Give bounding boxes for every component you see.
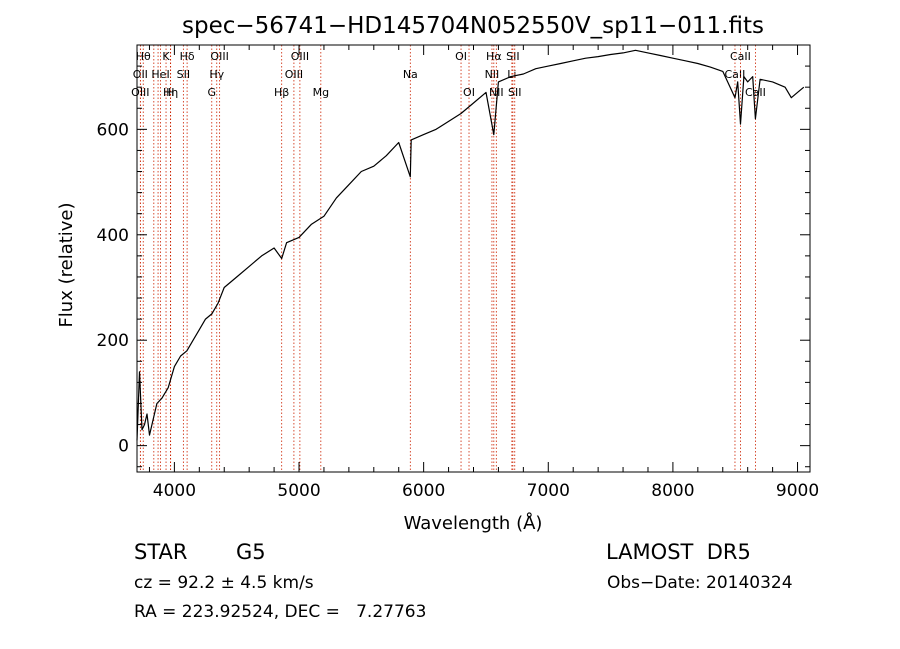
axes: 4000 5000 6000 7000 8000 9000 0 200 400 600	[97, 45, 819, 501]
x-tick-label: 5000	[277, 481, 320, 501]
redshift-cz: cz = 92.2 ± 4.5 km/s	[134, 573, 314, 593]
line-marker-label: OIII	[210, 50, 228, 63]
x-tick-label: 4000	[153, 481, 196, 501]
plot-frame	[136, 44, 811, 473]
line-marker-label: CaII	[730, 50, 751, 63]
line-marker-label: OI	[463, 86, 475, 99]
line-marker-label: OIII	[291, 50, 309, 63]
line-marker-label: Hγ	[209, 68, 224, 81]
y-axis-label: Flux (relative)	[56, 202, 77, 327]
line-marker-label: SII	[508, 86, 521, 99]
x-axis-label: Wavelength (Å)	[404, 512, 543, 534]
line-marker-label: CaII	[745, 86, 766, 99]
coordinates: RA = 223.92524, DEC = 7.27763	[134, 602, 427, 622]
spectral-subclass: G5	[236, 540, 266, 564]
obs-date: Obs−Date: 20140324	[607, 573, 793, 593]
line-marker-label: Na	[403, 68, 418, 81]
line-marker-label: K	[162, 50, 170, 63]
x-tick-label: 8000	[651, 481, 694, 501]
line-marker-label: Hβ	[274, 86, 289, 99]
line-marker-label: Hθ	[136, 50, 151, 63]
line-marker-label: Hδ	[180, 50, 195, 63]
line-marker-label: Hη	[163, 86, 178, 99]
line-marker-label: NII	[485, 68, 500, 81]
survey-name: LAMOST DR5	[606, 540, 751, 564]
x-tick-label: 7000	[527, 481, 570, 501]
line-marker-label: Li	[507, 68, 516, 81]
x-tick-label: 9000	[776, 481, 819, 501]
line-marker-label: H	[166, 86, 174, 99]
x-tick-label: 6000	[402, 481, 445, 501]
line-marker-label: Hα	[486, 50, 502, 63]
object-type: STAR	[134, 540, 188, 564]
y-tick-label: 400	[97, 226, 129, 246]
spectrum-line-0	[136, 49, 805, 441]
y-tick-label: 0	[118, 437, 129, 457]
line-marker-label: SII	[506, 50, 519, 63]
line-marker-label: OI	[455, 50, 467, 63]
line-marker-label: G	[208, 86, 217, 99]
line-marker-label: OIII	[285, 68, 303, 81]
line-marker-label: NII	[489, 86, 504, 99]
line-marker-label: CaII	[725, 68, 746, 81]
line-marker-label: HeI	[151, 68, 169, 81]
chart-title: spec−56741−HD145704N052550V_sp11−011.fit…	[182, 13, 764, 39]
spectrum-series	[136, 49, 805, 441]
line-marker-label: OIII	[131, 86, 149, 99]
line-markers: HθOIIOIIIHeIKHηHSIIHδGHγOIIIHβOIIIOIIIMg…	[131, 45, 766, 472]
y-tick-label: 200	[97, 331, 129, 351]
line-marker-label: Mg	[313, 86, 329, 99]
y-tick-label: 600	[97, 120, 129, 140]
line-marker-label: SII	[177, 68, 190, 81]
